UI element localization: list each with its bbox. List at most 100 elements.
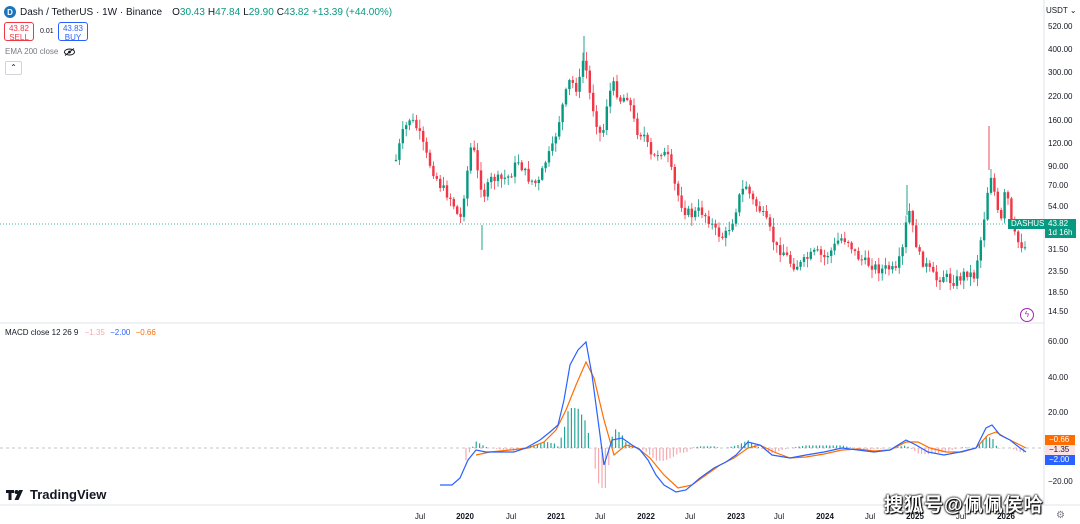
ema-indicator-label[interactable]: EMA 200 close xyxy=(5,47,75,56)
candle-body xyxy=(762,211,765,213)
candle-body xyxy=(690,208,693,218)
tradingview-logo[interactable]: TradingView xyxy=(6,487,106,502)
candle-body xyxy=(585,60,588,71)
candle-body xyxy=(721,236,724,238)
candle-body xyxy=(707,216,710,225)
candle-body xyxy=(711,223,714,225)
candle-body xyxy=(398,143,401,160)
dash-coin-icon: D xyxy=(4,6,16,18)
candle-body xyxy=(894,266,897,268)
candle-body xyxy=(962,271,965,281)
candle-body xyxy=(575,82,578,92)
candle-body xyxy=(507,176,510,178)
eye-icon[interactable] xyxy=(63,48,75,56)
candle-body xyxy=(598,126,602,133)
candle-body xyxy=(432,165,435,177)
candle-body xyxy=(986,192,989,220)
candle-body xyxy=(456,206,459,214)
time-label-year: 2024 xyxy=(816,512,834,521)
macd-tick-label: 20.00 xyxy=(1048,408,1069,417)
candle-body xyxy=(581,60,585,77)
candle-body xyxy=(496,174,500,182)
time-label-month: Jul xyxy=(955,512,967,521)
lightning-icon[interactable]: ϟ xyxy=(1020,308,1034,322)
candle-body xyxy=(483,189,486,197)
candle-body xyxy=(833,243,836,251)
ohlc-value: 47.84 xyxy=(215,6,241,18)
ohlc-key: H xyxy=(207,6,216,18)
macd-hist-value: −1.35 xyxy=(84,328,105,337)
candle-body xyxy=(639,134,642,137)
time-label-year: 2022 xyxy=(637,512,655,521)
candle-body xyxy=(850,242,853,250)
candle-body xyxy=(785,252,789,255)
candle-body xyxy=(500,174,503,179)
collapse-legend-button[interactable]: ⌃ xyxy=(5,61,22,75)
candle-body xyxy=(884,265,887,269)
candle-body xyxy=(748,186,751,194)
ohlc-value: +13.39 (+44.00%) xyxy=(312,6,393,18)
sell-button[interactable]: 43.82 SELL xyxy=(4,22,34,42)
candle-body xyxy=(544,162,547,169)
candle-body xyxy=(1000,209,1003,219)
price-tick-label: 23.50 xyxy=(1048,267,1069,276)
candle-body xyxy=(653,154,656,156)
candle-body xyxy=(605,106,608,131)
candle-body xyxy=(714,223,717,228)
candle-body xyxy=(435,176,438,179)
time-label-month: Jul xyxy=(773,512,785,521)
candle-body xyxy=(626,97,629,101)
candle-body xyxy=(830,250,833,256)
candle-body xyxy=(697,207,700,211)
candle-body xyxy=(615,81,619,98)
macd-line xyxy=(440,340,1027,493)
candle-body xyxy=(636,118,639,135)
candle-body xyxy=(700,207,704,215)
macd-indicator-label[interactable]: MACD close 12 26 9 −1.35 −2.00 −0.66 xyxy=(5,328,156,337)
candle-body xyxy=(813,249,816,252)
candle-body xyxy=(428,152,432,166)
candle-body xyxy=(568,80,571,90)
candle-body xyxy=(1020,242,1023,249)
candle-body xyxy=(983,219,986,241)
candle-body xyxy=(524,168,527,171)
price-tick-label: 520.00 xyxy=(1048,22,1073,31)
candle-body xyxy=(877,264,880,274)
candle-body xyxy=(466,170,469,199)
macd-hist-tag: −1.35 xyxy=(1045,445,1075,455)
candle-body xyxy=(806,257,809,259)
candle-body xyxy=(619,97,622,102)
candle-body xyxy=(646,134,649,143)
symbol-name[interactable]: Dash / TetherUS · 1W · Binance xyxy=(20,6,163,18)
candle-body xyxy=(959,276,962,281)
candle-body xyxy=(449,197,452,200)
candle-body xyxy=(789,254,792,264)
time-label-year: 2025 xyxy=(906,512,924,521)
ohlc-key: O xyxy=(172,6,180,18)
candle-body xyxy=(819,249,823,255)
candle-body xyxy=(904,222,908,248)
candle-body xyxy=(996,191,999,210)
candle-body xyxy=(802,257,806,262)
candle-body xyxy=(966,271,969,278)
price-tick-label: 18.50 xyxy=(1048,288,1069,297)
candle-body xyxy=(537,179,540,184)
candle-body xyxy=(609,90,612,107)
tradingview-logo-icon xyxy=(6,489,23,500)
price-tick-label: 70.00 xyxy=(1048,181,1069,190)
candle-body xyxy=(425,141,428,153)
candle-body xyxy=(857,250,860,260)
buy-button[interactable]: 43.83 BUY xyxy=(58,22,88,42)
candle-body xyxy=(860,259,863,261)
currency-selector[interactable]: USDT ⌄ xyxy=(1046,6,1077,15)
candle-body xyxy=(745,186,748,189)
candle-body xyxy=(493,176,496,182)
symbol-legend[interactable]: D Dash / TetherUS · 1W · Binance O30.43 H… xyxy=(4,4,395,20)
settings-icon[interactable]: ⚙ xyxy=(1056,510,1065,521)
price-tick-label: 400.00 xyxy=(1048,45,1073,54)
candle-body xyxy=(918,247,921,252)
candle-body xyxy=(459,213,462,217)
candle-body xyxy=(503,177,506,179)
candle-body xyxy=(731,223,734,231)
